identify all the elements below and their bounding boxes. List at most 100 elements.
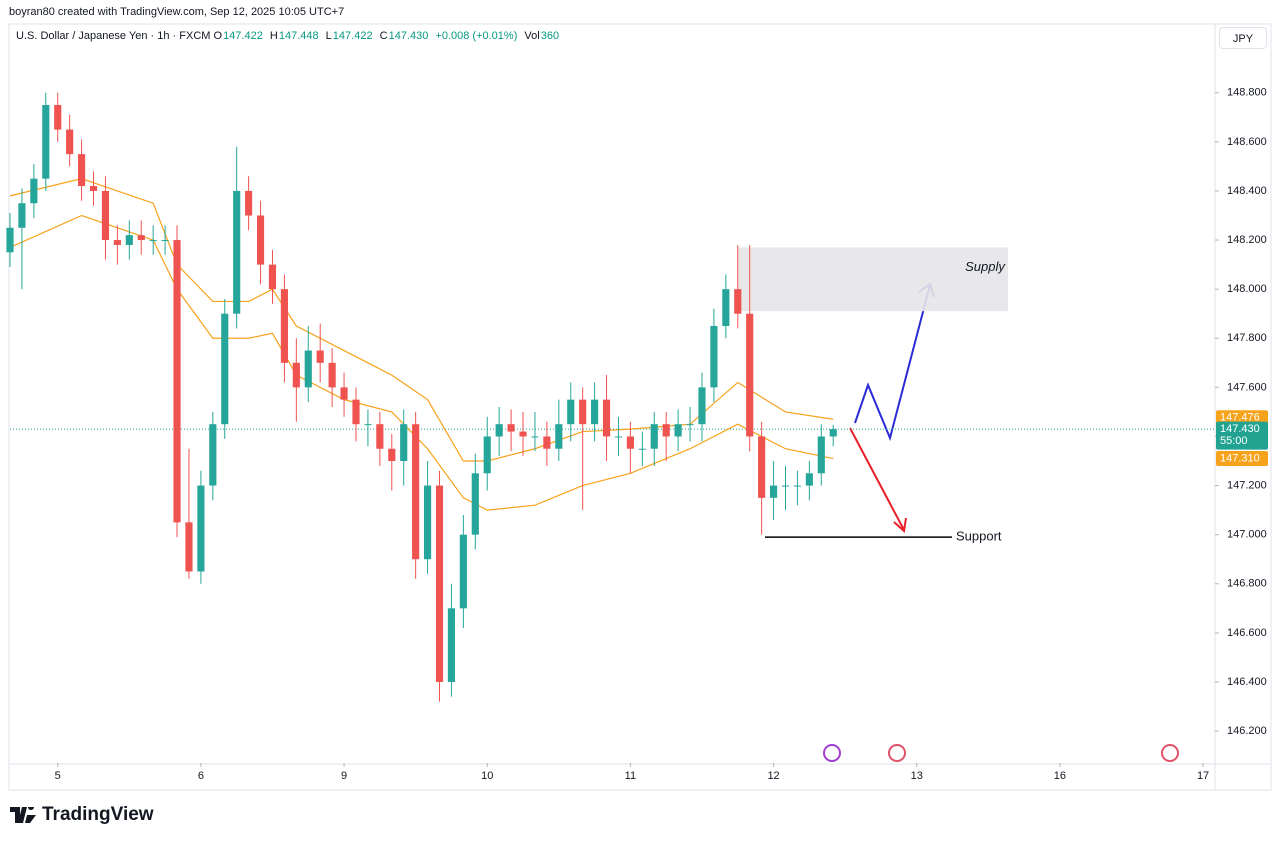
candle-body	[793, 485, 802, 487]
price-label: 147.476	[1220, 412, 1260, 424]
ohlc-value: 147.430	[388, 30, 429, 42]
countdown: 55:00	[1220, 435, 1248, 447]
candle-body	[447, 608, 456, 682]
supply-label: Supply	[965, 259, 1006, 274]
x-tick-label: 6	[198, 770, 204, 782]
price-label-box	[1216, 421, 1268, 450]
price-label: 147.430	[1220, 423, 1260, 435]
candle-body	[674, 424, 682, 437]
ohlc-value: 147.422	[223, 30, 263, 42]
candle-body	[42, 105, 50, 179]
y-tick-label: 146.200	[1227, 725, 1267, 737]
y-tick-label: 146.600	[1227, 627, 1267, 639]
supply-zone	[738, 247, 1008, 312]
candle-body	[638, 448, 646, 450]
candle-body	[245, 190, 253, 216]
ohlc-value: 147.422	[332, 30, 373, 42]
x-tick-label: 17	[1197, 770, 1209, 782]
candle-body	[304, 350, 312, 388]
y-tick-label: 147.200	[1227, 479, 1267, 491]
ohlc-key: O	[213, 30, 223, 42]
candle-body	[769, 485, 778, 498]
candle-body	[614, 436, 623, 438]
candle-body	[435, 485, 444, 682]
support-label: Support	[956, 529, 1002, 544]
candle-body	[101, 190, 110, 241]
candle-body	[579, 399, 587, 425]
candle-body	[256, 215, 265, 265]
candle-body	[340, 387, 348, 400]
x-tick-label: 5	[55, 770, 61, 782]
candle-body	[567, 399, 575, 425]
credit: boyran80 created with TradingView.com, S…	[9, 6, 345, 18]
event-icon	[823, 744, 841, 762]
candle-body	[6, 227, 14, 253]
candle-body	[388, 448, 396, 462]
candle-body	[30, 178, 38, 204]
y-tick-label: 148.400	[1227, 185, 1267, 197]
candle-body	[161, 240, 169, 242]
candle-body	[626, 436, 634, 449]
symbol-legend: U.S. Dollar / Japanese Yen · 1h · FXCM O…	[16, 30, 563, 42]
brand: TradingView	[42, 804, 154, 825]
ohlc-key: L	[325, 30, 332, 42]
candle-body	[185, 522, 193, 572]
currency-button[interactable]: JPY	[1219, 27, 1267, 49]
y-tick-label: 146.400	[1227, 676, 1267, 688]
volume-value: 360	[540, 30, 560, 42]
candle-body	[686, 424, 694, 426]
moving-average	[9, 214, 834, 511]
candle-body	[316, 350, 324, 363]
candle-body	[221, 313, 229, 425]
volume-key: Vol	[524, 30, 540, 42]
candle-body	[113, 240, 121, 245]
y-tick-label: 148.000	[1227, 283, 1267, 295]
candle-body	[137, 235, 145, 241]
candle-body	[710, 325, 718, 388]
y-tick-label: 147.600	[1227, 381, 1267, 393]
candle-body	[292, 362, 300, 388]
candle-body	[591, 399, 599, 425]
candle-body	[66, 129, 74, 155]
arrow-head	[893, 517, 907, 533]
candle-body	[280, 289, 288, 363]
moving-average	[9, 178, 834, 462]
candle-body	[459, 534, 467, 609]
candle-body	[734, 289, 742, 314]
y-tick-label: 148.800	[1227, 87, 1267, 99]
x-tick-label: 13	[911, 770, 923, 782]
candle-body	[507, 424, 515, 432]
x-tick-label: 16	[1054, 770, 1066, 782]
candle-body	[471, 473, 479, 535]
event-icons	[823, 744, 1179, 762]
candle-body	[328, 362, 336, 388]
candle-body	[376, 424, 384, 449]
drawings	[849, 282, 935, 533]
y-tick-label: 147.800	[1227, 332, 1267, 344]
candle-body	[233, 190, 241, 314]
candle-body	[781, 485, 790, 487]
candle-body	[722, 289, 730, 326]
candle-body	[746, 313, 754, 437]
candle-body	[758, 436, 766, 498]
ohlc-key: C	[379, 30, 388, 42]
candle-body	[89, 186, 98, 191]
candle-body	[543, 436, 551, 449]
candle-body	[197, 485, 205, 572]
event-icon	[1161, 744, 1179, 762]
candle-body	[364, 424, 372, 426]
candle-body	[495, 424, 503, 437]
candle-body	[149, 240, 157, 242]
symbol: U.S. Dollar / Japanese Yen · 1h · FXCM	[16, 30, 211, 42]
y-tick-label: 146.800	[1227, 578, 1267, 590]
candle-body	[54, 105, 62, 130]
candle-body	[662, 424, 670, 437]
candle-body	[173, 240, 181, 523]
candle-body	[483, 436, 491, 474]
candle-body	[268, 264, 277, 290]
candle-body	[78, 154, 86, 187]
price-label: 147.310	[1220, 452, 1260, 464]
candle-body	[650, 424, 658, 449]
candle-body	[412, 424, 420, 560]
